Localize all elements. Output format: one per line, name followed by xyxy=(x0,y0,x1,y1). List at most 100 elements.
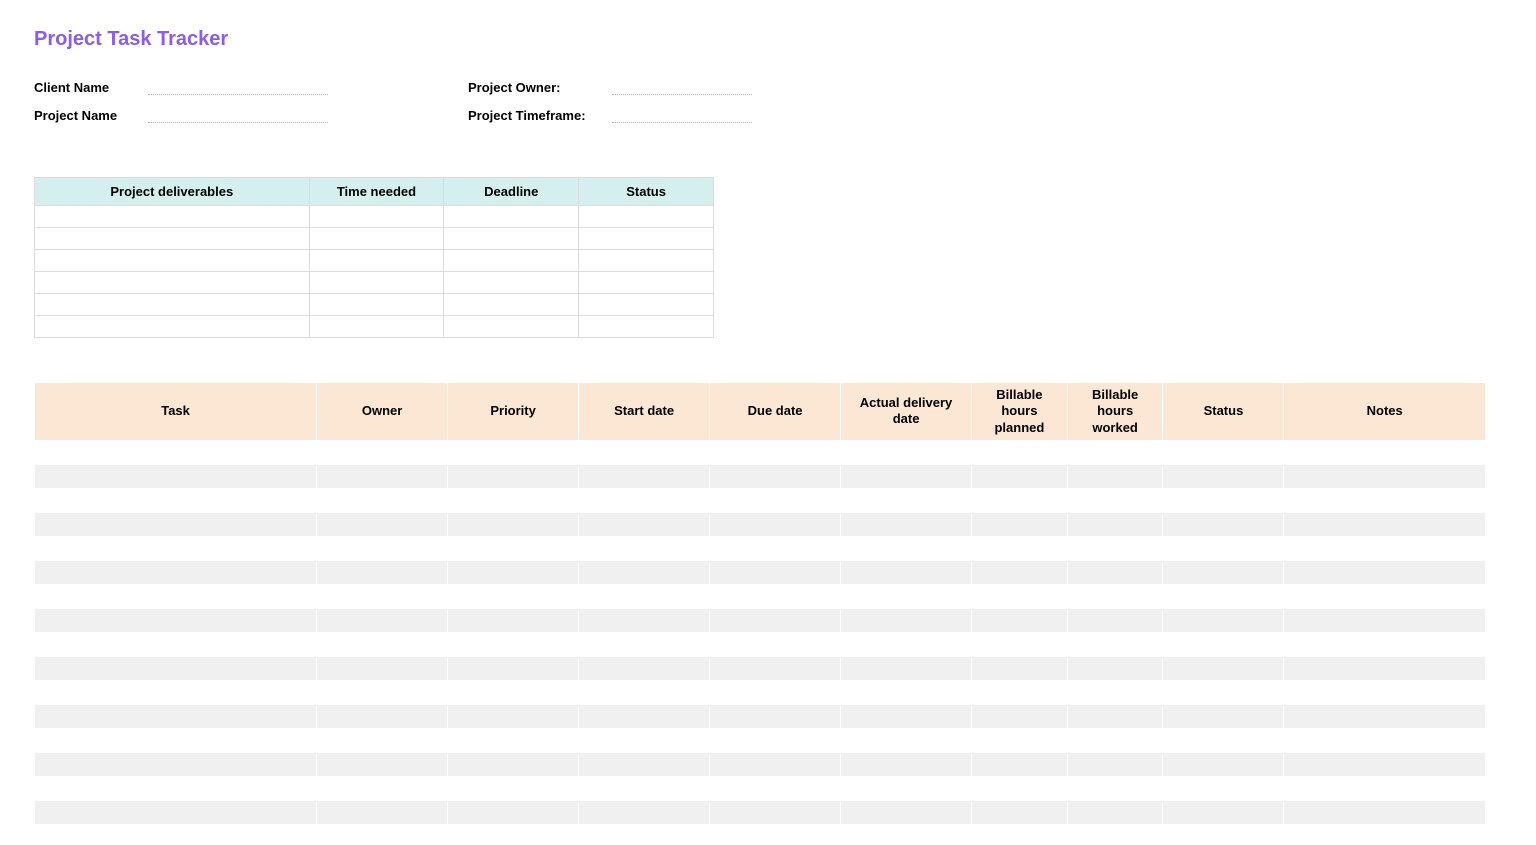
tasks-cell[interactable] xyxy=(1163,752,1284,776)
tasks-cell[interactable] xyxy=(317,488,448,512)
tasks-cell[interactable] xyxy=(841,536,972,560)
tasks-cell[interactable] xyxy=(35,488,317,512)
deliverables-cell[interactable] xyxy=(309,228,444,250)
deliverables-row[interactable] xyxy=(35,294,714,316)
deliverables-cell[interactable] xyxy=(579,316,714,338)
tasks-cell[interactable] xyxy=(1067,584,1163,608)
tasks-cell[interactable] xyxy=(579,656,710,680)
tasks-cell[interactable] xyxy=(448,752,579,776)
deliverables-cell[interactable] xyxy=(35,316,310,338)
tasks-cell[interactable] xyxy=(317,584,448,608)
tasks-cell[interactable] xyxy=(1067,632,1163,656)
tasks-cell[interactable] xyxy=(35,704,317,728)
tasks-row[interactable] xyxy=(35,608,1486,632)
tasks-cell[interactable] xyxy=(1067,800,1163,824)
deliverables-cell[interactable] xyxy=(35,206,310,228)
tasks-row[interactable] xyxy=(35,800,1486,824)
tasks-cell[interactable] xyxy=(317,656,448,680)
tasks-cell[interactable] xyxy=(1163,728,1284,752)
tasks-cell[interactable] xyxy=(1163,440,1284,464)
input-client-name[interactable] xyxy=(148,79,328,95)
deliverables-row[interactable] xyxy=(35,316,714,338)
tasks-cell[interactable] xyxy=(710,800,841,824)
deliverables-cell[interactable] xyxy=(579,272,714,294)
tasks-cell[interactable] xyxy=(448,680,579,704)
tasks-cell[interactable] xyxy=(1067,704,1163,728)
tasks-cell[interactable] xyxy=(1067,728,1163,752)
tasks-cell[interactable] xyxy=(1163,488,1284,512)
tasks-cell[interactable] xyxy=(1284,560,1486,584)
tasks-cell[interactable] xyxy=(35,464,317,488)
deliverables-cell[interactable] xyxy=(309,206,444,228)
tasks-row[interactable] xyxy=(35,560,1486,584)
tasks-cell[interactable] xyxy=(1067,440,1163,464)
tasks-cell[interactable] xyxy=(972,656,1068,680)
tasks-cell[interactable] xyxy=(710,680,841,704)
tasks-row[interactable] xyxy=(35,440,1486,464)
tasks-cell[interactable] xyxy=(448,464,579,488)
tasks-cell[interactable] xyxy=(448,608,579,632)
tasks-cell[interactable] xyxy=(710,512,841,536)
tasks-cell[interactable] xyxy=(448,656,579,680)
tasks-cell[interactable] xyxy=(710,776,841,800)
tasks-cell[interactable] xyxy=(710,608,841,632)
deliverables-cell[interactable] xyxy=(444,206,579,228)
tasks-cell[interactable] xyxy=(841,704,972,728)
tasks-cell[interactable] xyxy=(1067,536,1163,560)
tasks-cell[interactable] xyxy=(35,584,317,608)
tasks-cell[interactable] xyxy=(710,728,841,752)
tasks-cell[interactable] xyxy=(710,704,841,728)
tasks-cell[interactable] xyxy=(710,656,841,680)
tasks-cell[interactable] xyxy=(1163,608,1284,632)
deliverables-cell[interactable] xyxy=(309,250,444,272)
tasks-row[interactable] xyxy=(35,776,1486,800)
tasks-cell[interactable] xyxy=(710,464,841,488)
tasks-cell[interactable] xyxy=(972,488,1068,512)
tasks-cell[interactable] xyxy=(1067,656,1163,680)
tasks-cell[interactable] xyxy=(1284,464,1486,488)
tasks-cell[interactable] xyxy=(841,800,972,824)
tasks-cell[interactable] xyxy=(1284,608,1486,632)
tasks-cell[interactable] xyxy=(35,536,317,560)
tasks-cell[interactable] xyxy=(1284,536,1486,560)
deliverables-cell[interactable] xyxy=(444,250,579,272)
tasks-row[interactable] xyxy=(35,584,1486,608)
tasks-cell[interactable] xyxy=(317,776,448,800)
tasks-cell[interactable] xyxy=(1163,680,1284,704)
tasks-cell[interactable] xyxy=(579,728,710,752)
tasks-cell[interactable] xyxy=(841,608,972,632)
tasks-cell[interactable] xyxy=(317,680,448,704)
deliverables-row[interactable] xyxy=(35,228,714,250)
tasks-cell[interactable] xyxy=(35,800,317,824)
tasks-cell[interactable] xyxy=(317,536,448,560)
tasks-cell[interactable] xyxy=(1284,488,1486,512)
tasks-cell[interactable] xyxy=(1163,704,1284,728)
deliverables-cell[interactable] xyxy=(35,272,310,294)
tasks-cell[interactable] xyxy=(579,440,710,464)
tasks-cell[interactable] xyxy=(1163,512,1284,536)
tasks-row[interactable] xyxy=(35,632,1486,656)
tasks-cell[interactable] xyxy=(448,560,579,584)
tasks-cell[interactable] xyxy=(317,704,448,728)
tasks-row[interactable] xyxy=(35,656,1486,680)
tasks-cell[interactable] xyxy=(448,800,579,824)
tasks-cell[interactable] xyxy=(1163,536,1284,560)
input-project-timeframe[interactable] xyxy=(612,107,752,123)
tasks-cell[interactable] xyxy=(35,608,317,632)
tasks-cell[interactable] xyxy=(972,632,1068,656)
deliverables-cell[interactable] xyxy=(579,294,714,316)
tasks-cell[interactable] xyxy=(448,776,579,800)
tasks-cell[interactable] xyxy=(841,752,972,776)
tasks-cell[interactable] xyxy=(317,752,448,776)
tasks-cell[interactable] xyxy=(1284,800,1486,824)
tasks-cell[interactable] xyxy=(579,560,710,584)
input-project-name[interactable] xyxy=(148,107,328,123)
deliverables-cell[interactable] xyxy=(309,272,444,294)
tasks-cell[interactable] xyxy=(1163,464,1284,488)
tasks-cell[interactable] xyxy=(841,560,972,584)
tasks-cell[interactable] xyxy=(1284,728,1486,752)
tasks-cell[interactable] xyxy=(317,512,448,536)
deliverables-cell[interactable] xyxy=(309,316,444,338)
tasks-cell[interactable] xyxy=(317,632,448,656)
tasks-cell[interactable] xyxy=(579,536,710,560)
